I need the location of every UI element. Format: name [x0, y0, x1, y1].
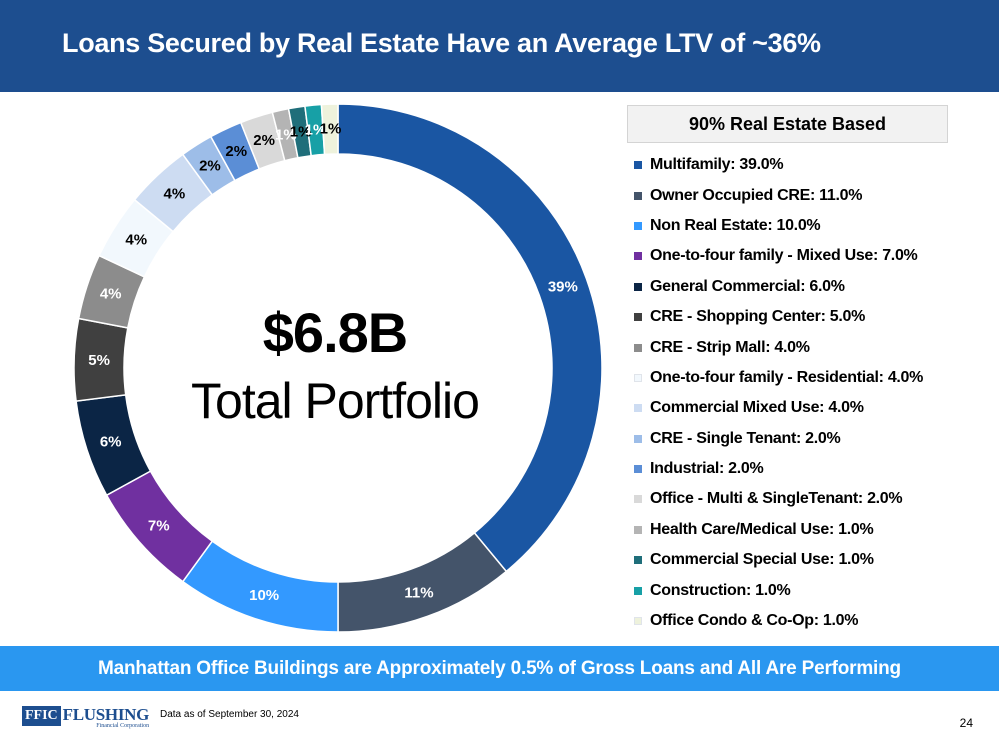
- page-number: 24: [959, 716, 973, 730]
- legend-swatch: [634, 191, 642, 200]
- legend-label: Commercial Special Use: 1.0%: [650, 551, 874, 569]
- legend-swatch: [634, 404, 642, 413]
- donut-slice-label-11: 2%: [253, 132, 275, 149]
- donut-slice-label-6: 4%: [100, 286, 122, 303]
- legend-label: CRE - Strip Mall: 4.0%: [650, 338, 810, 356]
- legend-label: Office Condo & Co-Op: 1.0%: [650, 612, 859, 630]
- legend-header: 90% Real Estate Based: [688, 113, 887, 134]
- legend-label: Owner Occupied CRE: 11.0%: [650, 186, 863, 204]
- legend-swatch: [634, 343, 642, 352]
- legend-swatch: [634, 465, 642, 474]
- legend-swatch: [634, 313, 642, 322]
- logo-subtitle: Financial Corporation: [96, 723, 150, 729]
- donut-slice-label-8: 4%: [164, 185, 186, 202]
- legend-swatch: [634, 161, 642, 170]
- legend-item-14: Construction: 1.0%: [634, 575, 994, 605]
- legend-item-8: Commercial Mixed Use: 4.0%: [634, 393, 994, 423]
- legend-swatch: [634, 617, 642, 626]
- donut-slice-label-2: 10%: [249, 587, 279, 604]
- legend-label: Industrial: 2.0%: [650, 460, 764, 478]
- donut-slice-labels: 39%11%10%7%6%5%4%4%4%2%2%2% 1%1%1%1%: [88, 121, 578, 604]
- legend-swatch: [634, 282, 642, 291]
- legend-label: One-to-four family - Mixed Use: 7.0%: [650, 247, 918, 265]
- legend-item-4: General Commercial: 6.0%: [634, 272, 994, 302]
- legend-swatch: [634, 586, 642, 595]
- banner-text: Manhattan Office Buildings are Approxima…: [98, 657, 901, 679]
- donut-slice-15: [320, 103, 339, 156]
- donut-slice-label-3: 7%: [148, 518, 170, 535]
- total-portfolio-amount: $6.8B: [262, 301, 408, 364]
- legend-label: Construction: 1.0%: [650, 581, 791, 599]
- donut-slice-label-9: 2%: [199, 158, 221, 175]
- donut-slice-label-7: 4%: [125, 231, 147, 248]
- donut-slice-label-14: 1%: [305, 122, 327, 139]
- donut-slice-label-1: 11%: [404, 584, 433, 601]
- legend-label: Multifamily: 39.0%: [650, 156, 784, 174]
- page-title: Loans Secured by Real Estate Have an Ave…: [62, 28, 821, 58]
- legend-label: Commercial Mixed Use: 4.0%: [650, 399, 864, 417]
- total-portfolio-caption: Total Portfolio: [191, 373, 480, 429]
- legend-item-6: CRE - Strip Mall: 4.0%: [634, 332, 994, 362]
- legend-label: General Commercial: 6.0%: [650, 277, 845, 295]
- legend-item-2: Non Real Estate: 10.0%: [634, 211, 994, 241]
- legend-label: CRE - Shopping Center: 5.0%: [650, 308, 866, 326]
- legend-item-1: Owner Occupied CRE: 11.0%: [634, 180, 994, 210]
- legend-item-11: Office - Multi & SingleTenant: 2.0%: [634, 484, 994, 514]
- legend-swatch: [634, 556, 642, 565]
- company-logo: FFIC FLUSHING Financial Corporation: [22, 706, 149, 730]
- donut-slice-label-10: 2%: [225, 143, 247, 160]
- logo-mark: FFIC: [22, 706, 61, 726]
- legend-swatch: [634, 252, 642, 261]
- donut-slice-label-12: 1%: [275, 126, 297, 143]
- portfolio-donut-chart: 39%11%10%7%6%5%4%4%4%2%2%2% 1%1%1%1%: [73, 103, 603, 633]
- legend-swatch: [634, 434, 642, 443]
- legend-item-13: Commercial Special Use: 1.0%: [634, 545, 994, 575]
- donut-slice-label-4: 6%: [100, 433, 122, 450]
- legend-header-box: 90% Real Estate Based: [627, 105, 948, 143]
- legend-label: Health Care/Medical Use: 1.0%: [650, 520, 874, 538]
- legend-swatch: [634, 221, 642, 230]
- legend-label: Office - Multi & SingleTenant: 2.0%: [650, 490, 903, 508]
- legend-swatch: [634, 525, 642, 534]
- info-banner: Manhattan Office Buildings are Approxima…: [0, 646, 999, 691]
- legend-item-7: One-to-four family - Residential: 4.0%: [634, 363, 994, 393]
- legend-swatch: [634, 495, 642, 504]
- legend-item-15: Office Condo & Co-Op: 1.0%: [634, 606, 994, 636]
- donut-slice-1: [337, 531, 508, 633]
- chart-legend: Multifamily: 39.0% Owner Occupied CRE: 11…: [634, 150, 994, 636]
- legend-item-9: CRE - Single Tenant: 2.0%: [634, 424, 994, 454]
- donut-slices: [73, 103, 603, 633]
- legend-label: One-to-four family - Residential: 4.0%: [650, 368, 924, 386]
- donut-slice-label-13: 1%: [290, 123, 312, 140]
- title-bar: Loans Secured by Real Estate Have an Ave…: [0, 0, 999, 92]
- legend-label: CRE - Single Tenant: 2.0%: [650, 429, 841, 447]
- donut-slice-label-0: 39%: [548, 279, 578, 296]
- legend-item-12: Health Care/Medical Use: 1.0%: [634, 515, 994, 545]
- legend-label: Non Real Estate: 10.0%: [650, 216, 821, 234]
- data-date-footnote: Data as of September 30, 2024: [160, 709, 299, 720]
- donut-slice-label-15: 1%: [320, 121, 342, 138]
- donut-slice-label-5: 5%: [88, 352, 110, 369]
- legend-item-10: Industrial: 2.0%: [634, 454, 994, 484]
- legend-swatch: [634, 373, 642, 382]
- legend-item-3: One-to-four family - Mixed Use: 7.0%: [634, 241, 994, 271]
- legend-item-5: CRE - Shopping Center: 5.0%: [634, 302, 994, 332]
- logo-name: FLUSHING: [62, 705, 150, 724]
- legend-item-0: Multifamily: 39.0%: [634, 150, 994, 180]
